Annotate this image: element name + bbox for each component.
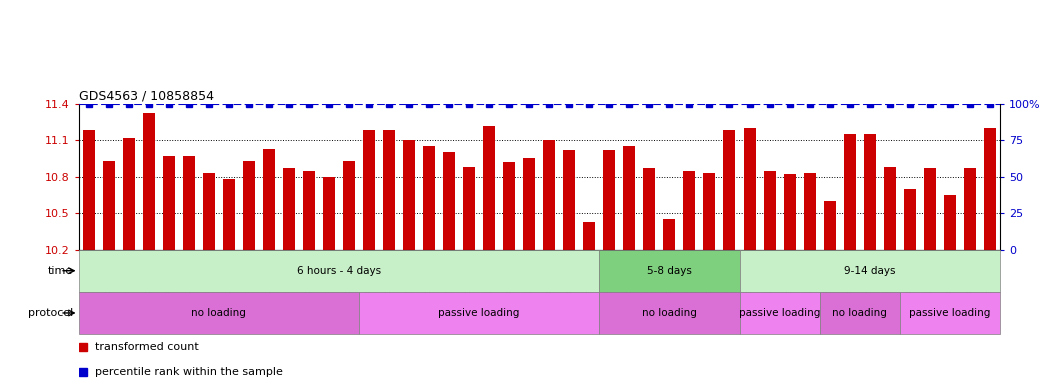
- Bar: [103, 161, 114, 250]
- Bar: [583, 222, 596, 250]
- Bar: [684, 170, 695, 250]
- Bar: [243, 161, 254, 250]
- Bar: [884, 167, 896, 250]
- Bar: [603, 150, 616, 250]
- Text: 6 hours - 4 days: 6 hours - 4 days: [297, 266, 381, 276]
- Bar: [543, 140, 555, 250]
- Bar: [122, 138, 135, 250]
- Bar: [723, 131, 735, 250]
- Bar: [79, 250, 599, 292]
- Bar: [359, 292, 599, 334]
- Text: passive loading: passive loading: [439, 308, 519, 318]
- Bar: [322, 177, 335, 250]
- Bar: [844, 134, 855, 250]
- Bar: [162, 156, 175, 250]
- Bar: [623, 146, 636, 250]
- Bar: [964, 168, 976, 250]
- Bar: [804, 173, 816, 250]
- Bar: [223, 179, 235, 250]
- Bar: [739, 250, 1000, 292]
- Bar: [739, 292, 820, 334]
- Bar: [524, 158, 535, 250]
- Text: GDS4563 / 10858854: GDS4563 / 10858854: [79, 89, 214, 103]
- Bar: [203, 173, 215, 250]
- Bar: [463, 167, 475, 250]
- Bar: [403, 140, 415, 250]
- Bar: [984, 128, 996, 250]
- Bar: [664, 219, 675, 250]
- Text: no loading: no loading: [192, 308, 246, 318]
- Bar: [504, 162, 515, 250]
- Bar: [83, 131, 94, 250]
- Bar: [923, 168, 936, 250]
- Bar: [563, 150, 575, 250]
- Text: transformed count: transformed count: [95, 341, 199, 352]
- Text: passive loading: passive loading: [739, 308, 820, 318]
- Text: no loading: no loading: [832, 308, 887, 318]
- Bar: [763, 170, 776, 250]
- Bar: [904, 189, 916, 250]
- Bar: [899, 292, 1000, 334]
- Bar: [79, 292, 359, 334]
- Bar: [743, 128, 756, 250]
- Bar: [820, 292, 899, 334]
- Bar: [363, 131, 375, 250]
- Bar: [443, 152, 455, 250]
- Text: time: time: [48, 266, 73, 276]
- Bar: [704, 173, 715, 250]
- Bar: [423, 146, 436, 250]
- Bar: [263, 149, 274, 250]
- Bar: [343, 161, 355, 250]
- Text: 9-14 days: 9-14 days: [844, 266, 895, 276]
- Bar: [599, 292, 739, 334]
- Bar: [182, 156, 195, 250]
- Bar: [599, 250, 739, 292]
- Bar: [943, 195, 956, 250]
- Bar: [864, 134, 875, 250]
- Bar: [824, 201, 836, 250]
- Text: percentile rank within the sample: percentile rank within the sample: [95, 366, 283, 377]
- Text: no loading: no loading: [642, 308, 697, 318]
- Text: 5-8 days: 5-8 days: [647, 266, 692, 276]
- Bar: [783, 174, 796, 250]
- Bar: [303, 170, 315, 250]
- Bar: [643, 168, 655, 250]
- Text: protocol: protocol: [28, 308, 73, 318]
- Bar: [483, 126, 495, 250]
- Bar: [283, 168, 295, 250]
- Bar: [142, 113, 155, 250]
- Bar: [383, 131, 395, 250]
- Text: passive loading: passive loading: [909, 308, 990, 318]
